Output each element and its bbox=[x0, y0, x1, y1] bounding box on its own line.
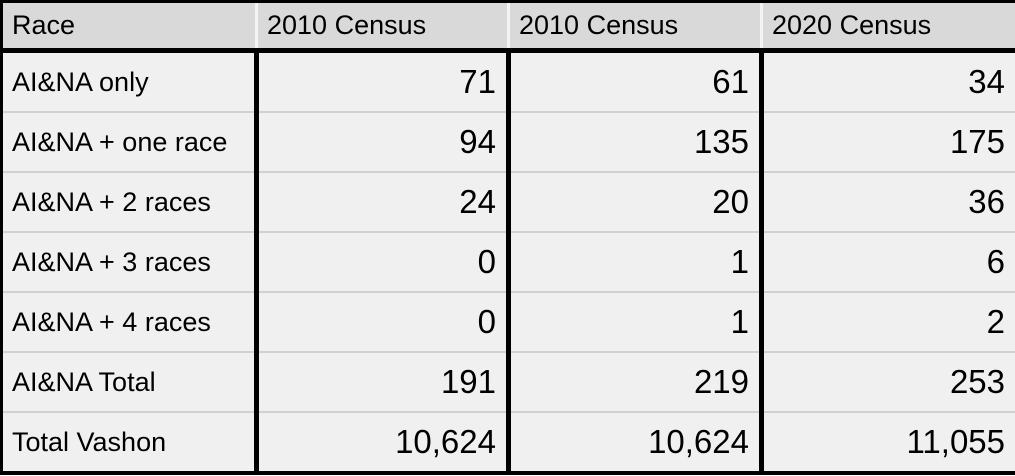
table-row: AI&NA + 3 races 0 1 6 bbox=[0, 231, 1015, 292]
cell-value: 191 bbox=[254, 351, 509, 412]
cell-value: 1 bbox=[506, 291, 762, 352]
table-row: AI&NA only 71 61 34 bbox=[0, 50, 1015, 112]
cell-value: 94 bbox=[254, 111, 509, 172]
cell-value: 175 bbox=[759, 111, 1015, 172]
row-label: AI&NA Total bbox=[0, 351, 257, 412]
table-row: Total Vashon 10,624 10,624 11,055 bbox=[0, 411, 1015, 475]
table-row: AI&NA Total 191 219 253 bbox=[0, 351, 1015, 412]
table-row: AI&NA + 2 races 24 20 36 bbox=[0, 171, 1015, 232]
row-label: AI&NA only bbox=[0, 50, 257, 112]
cell-value: 135 bbox=[506, 111, 762, 172]
cell-value: 2 bbox=[759, 291, 1015, 352]
cell-value: 1 bbox=[506, 231, 762, 292]
cell-value: 253 bbox=[759, 351, 1015, 412]
table-row: AI&NA + one race 94 135 175 bbox=[0, 111, 1015, 172]
cell-value: 61 bbox=[506, 50, 762, 112]
cell-value: 34 bbox=[759, 50, 1015, 112]
row-label: AI&NA + 3 races bbox=[0, 231, 257, 292]
cell-value: 11,055 bbox=[759, 411, 1015, 475]
row-label: AI&NA + 2 races bbox=[0, 171, 257, 232]
cell-value: 0 bbox=[254, 231, 509, 292]
row-label: AI&NA + 4 races bbox=[0, 291, 257, 352]
column-header-race: Race bbox=[0, 0, 257, 53]
cell-value: 10,624 bbox=[506, 411, 762, 475]
table-row: AI&NA + 4 races 0 1 2 bbox=[0, 291, 1015, 352]
column-header-2010-census: 2010 Census bbox=[255, 0, 509, 53]
row-label: AI&NA + one race bbox=[0, 111, 257, 172]
cell-value: 20 bbox=[506, 171, 762, 232]
cell-value: 71 bbox=[254, 50, 509, 112]
row-label: Total Vashon bbox=[0, 411, 257, 475]
cell-value: 0 bbox=[254, 291, 509, 352]
header-row: Race 2010 Census 2010 Census 2020 Census bbox=[0, 0, 1015, 53]
cell-value: 6 bbox=[759, 231, 1015, 292]
column-header-2020-census: 2020 Census bbox=[760, 0, 1015, 53]
cell-value: 24 bbox=[254, 171, 509, 232]
column-header-2010-census: 2010 Census bbox=[507, 0, 762, 53]
cell-value: 36 bbox=[759, 171, 1015, 232]
cell-value: 10,624 bbox=[254, 411, 509, 475]
cell-value: 219 bbox=[506, 351, 762, 412]
